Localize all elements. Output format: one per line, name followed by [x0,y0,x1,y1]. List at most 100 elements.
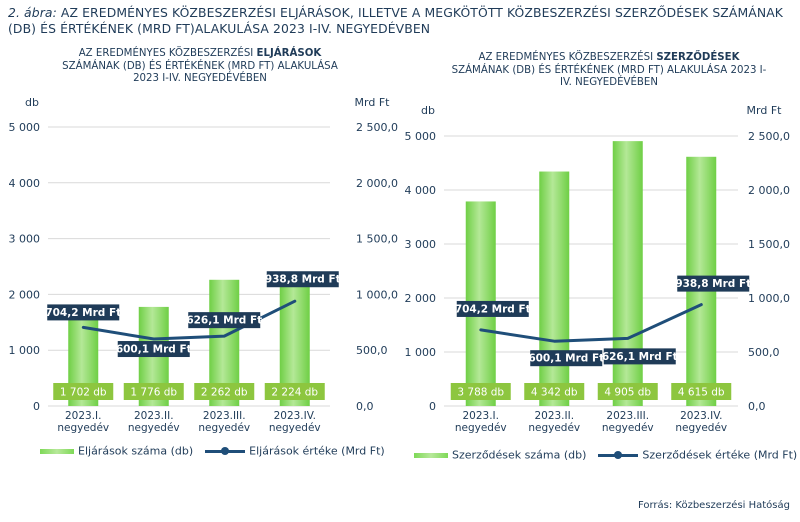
category-label: negyedév [528,422,580,434]
line-data-label-bg [603,348,676,365]
line-data-label: 938,8 Mrd Ft [265,274,341,286]
right-chart: 0 0,0 1 000 500,0 2 000 1 000,0 3 000 1 500,0 4 … [405,104,791,434]
legend-bar-label: Szerződések száma (db) [452,448,587,462]
category-label: negyedév [128,422,180,434]
y-right-tick-label: 500,0 [748,346,780,359]
figure-title-lead: 2. ábra: [8,5,57,20]
y-left-tick-label: 1 000 [405,346,437,359]
legend-bar-swatch [414,452,448,458]
y-right-tick-label: 0,0 [356,400,374,413]
bar-data-label-bg [264,383,325,400]
left-chart-title: AZ EREDMÉNYES KÖZBESZERZÉSI ELJÁRÁSOK SZ… [50,48,350,86]
y-left-tick-label: 4 000 [405,184,437,197]
legend-bar-swatch [40,448,74,454]
bar-data-label: 3 788 db [457,387,504,399]
bar-data-label: 1 776 db [130,387,177,399]
left-legend: Eljárások száma (db) Eljárások értéke (Mr… [40,444,385,458]
y-left-tick-label: 0 [33,400,40,413]
legend-bar-label: Eljárások száma (db) [78,444,194,458]
bar-data-label-bg [53,383,114,400]
left-title-part-1: AZ EREDMÉNYES KÖZBESZERZÉSI [78,48,257,59]
left-title-part-2: SZÁMÁNAK (DB) ÉS ÉRTÉKÉNEK (MRD FT) ALAK… [62,60,338,85]
bar-data-label-bg [671,383,732,400]
y-left-tick-label: 2 000 [405,292,437,305]
line-data-label-bg [188,312,261,329]
y-right-unit: Mrd Ft [355,96,391,109]
category-label: negyedév [198,422,250,434]
y-left-unit: db [421,104,435,117]
category-label: negyedév [455,422,507,434]
legend-line-label: Szerződések értéke (Mrd Ft) [642,448,798,462]
category-label: 2023.IV. [680,410,722,422]
y-left-tick-label: 0 [429,400,436,413]
y-right-tick-label: 0,0 [748,400,766,413]
y-right-tick-label: 1 500,0 [748,238,790,251]
line-data-label-bg [266,271,339,288]
category-label: 2023.I. [65,410,102,422]
bar-data-label: 2 262 db [201,387,248,399]
right-chart-title: AZ EREDMÉNYES KÖZBESZERZÉSI SZERZŐDÉSEK … [448,52,770,90]
line-data-label-bg [47,304,120,321]
category-label: negyedév [269,422,321,434]
legend-line-label: Eljárások értéke (Mrd Ft) [249,444,385,458]
y-right-tick-label: 2 000,0 [748,184,790,197]
y-left-unit: db [25,96,39,109]
right-title-part-1: AZ EREDMÉNYES KÖZBESZERZÉSI [478,52,657,63]
category-label: negyedév [602,422,654,434]
y-right-tick-label: 500,0 [356,344,388,357]
right-title-bold: SZERZŐDÉSEK [656,52,740,63]
bar-data-label: 2 224 db [271,387,318,399]
category-label: 2023.IV. [274,410,316,422]
line-data-label-bg [456,300,529,317]
category-label: 2023.II. [134,410,174,422]
bar-data-label-bg [123,383,184,400]
line-data-label: 626,1 Mrd Ft [602,351,678,363]
bar-data-label: 4 615 db [678,387,725,399]
line-data-label: 704,2 Mrd Ft [45,307,121,319]
bar-data-label: 4 342 db [531,387,578,399]
category-label: 2023.III. [606,410,649,422]
legend-line-swatch [205,447,246,455]
value-line [479,303,703,343]
figure-title: 2. ábra: az eredményes közbeszerzési elj… [8,5,788,37]
right-title-part-2: SZÁMÁNAK (DB) ÉS ÉRTÉKÉNEK (MRD FT) ALAK… [451,64,767,89]
legend-line-swatch [598,451,639,459]
left-title-bold: ELJÁRÁSOK [256,48,322,59]
y-right-tick-label: 2 500,0 [748,130,790,143]
bar-data-label: 4 905 db [604,387,651,399]
category-label: negyedév [57,422,109,434]
y-left-tick-label: 5 000 [9,121,41,134]
bar-data-label-bg [524,383,585,400]
figure-title-text: az eredményes közbeszerzési eljárások, i… [8,5,783,36]
y-left-tick-label: 4 000 [9,177,41,190]
y-right-tick-label: 1 000,0 [748,292,790,305]
bar-data-label-bg [597,383,658,400]
y-right-tick-label: 1 000,0 [356,288,398,301]
left-chart: 0 0,0 1 000 500,0 2 000 1 000,0 3 000 1 500,0 4 … [9,96,399,434]
category-label: 2023.I. [463,410,500,422]
bar [539,171,570,406]
bar-data-label: 1 702 db [60,387,107,399]
line-data-label-bg [677,275,750,292]
line-data-label: 600,1 Mrd Ft [528,353,604,365]
y-right-tick-label: 1 500,0 [356,233,398,246]
source-note: Forrás: Közbeszerzési Hatóság [637,500,790,511]
line-data-label: 938,8 Mrd Ft [675,278,751,290]
y-right-unit: Mrd Ft [747,104,783,117]
category-label: negyedév [675,422,727,434]
y-left-tick-label: 3 000 [405,238,437,251]
y-left-tick-label: 3 000 [9,233,41,246]
category-label: 2023.II. [534,410,574,422]
bar-data-label-bg [450,383,511,400]
y-right-tick-label: 2 000,0 [356,177,398,190]
right-legend: Szerződések száma (db) Szerződések értéke… [414,448,797,462]
bar [612,141,643,406]
line-data-label-bg [530,350,603,367]
bar-data-label-bg [194,383,255,400]
y-right-tick-label: 2 500,0 [356,121,398,134]
y-left-tick-label: 1 000 [9,344,41,357]
line-data-label: 704,2 Mrd Ft [455,303,531,315]
line-data-label: 626,1 Mrd Ft [186,315,262,327]
y-left-tick-label: 2 000 [9,288,41,301]
